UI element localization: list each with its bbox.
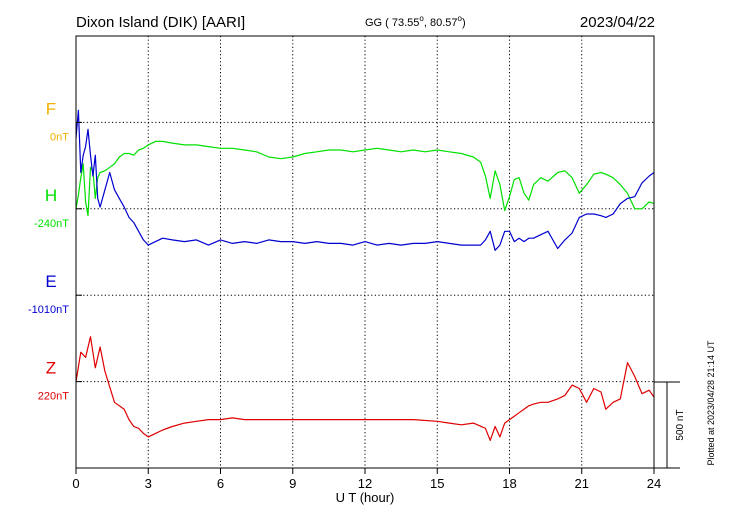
baseline-label-h: -240nT — [34, 218, 69, 230]
x-tick-label: 18 — [502, 476, 516, 491]
x-axis-ticks: 0 3 6 9 12 15 18 21 24 — [72, 121, 661, 491]
component-label-e: E — [45, 272, 56, 291]
component-label-z: Z — [46, 359, 56, 378]
x-tick-label: 0 — [72, 476, 79, 491]
series-line-z — [75, 336, 655, 441]
series-line-h — [75, 140, 655, 217]
baseline-label-z: 220nT — [38, 391, 69, 403]
component-label-h: H — [45, 186, 57, 205]
station-coordinates: GG ( 73.55o, 80.57o) — [365, 14, 466, 29]
plotted-timestamp: Plotted at 2023/04/28 21:14 UT — [706, 340, 716, 466]
x-tick-label: 3 — [145, 476, 152, 491]
scale-bar-label: 500 nT — [675, 409, 686, 440]
baseline-label-f: 0nT — [50, 131, 69, 143]
x-tick-label: 9 — [289, 476, 296, 491]
series-line-e — [75, 109, 655, 251]
station-title: Dixon Island (DIK) [AARI] — [76, 14, 245, 31]
x-tick-label: 21 — [575, 476, 589, 491]
baseline-label-e: -1010nT — [28, 304, 69, 316]
series-layer — [75, 109, 655, 441]
x-tick-label: 15 — [430, 476, 444, 491]
component-labels: F 0nT H -240nT E -1010nT Z 220nT — [28, 99, 69, 402]
scale-bar: 500 nT — [654, 381, 686, 469]
chart-grid — [76, 36, 654, 468]
x-tick-label: 6 — [217, 476, 224, 491]
x-tick-label: 24 — [647, 476, 661, 491]
x-tick-label: 12 — [358, 476, 372, 491]
component-label-f: F — [46, 99, 56, 118]
x-axis-label: U T (hour) — [336, 490, 395, 505]
chart-date: 2023/04/22 — [580, 14, 655, 31]
